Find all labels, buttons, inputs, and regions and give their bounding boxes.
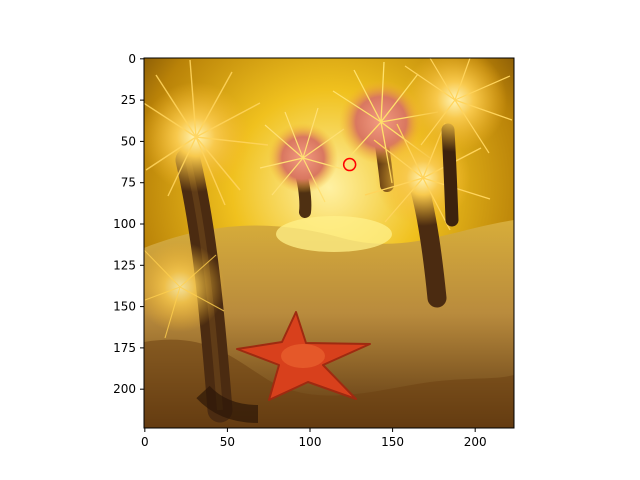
y-tick-label-175: 175 [113,341,136,355]
bright-sand-patch [276,216,392,252]
x-tick-label-150: 150 [381,435,404,449]
x-axis: 0 50 100 150 200 [141,428,487,449]
x-tick-label-200: 200 [464,435,487,449]
y-tick-label-50: 50 [121,134,136,148]
y-tick-label-150: 150 [113,300,136,314]
plot-area: 0 50 100 150 200 0 25 50 75 100 125 150 175 200 [113,52,515,449]
x-tick-label-50: 50 [220,435,235,449]
photo-image [144,58,514,428]
y-tick-label-75: 75 [121,176,136,190]
anemone-left-background [144,242,225,339]
starfish-highlight [281,344,325,368]
y-axis: 0 25 50 75 100 125 150 175 200 [113,52,144,396]
anemone-top-right [403,58,513,227]
y-tick-label-0: 0 [128,52,136,66]
red-circle-marker [342,157,357,172]
y-tick-label-200: 200 [113,382,136,396]
x-tick-label-100: 100 [299,435,322,449]
y-tick-label-25: 25 [121,93,136,107]
x-tick-label-0: 0 [141,435,149,449]
y-tick-label-100: 100 [113,217,136,231]
anemone-center-left [259,107,347,218]
axes-frame [143,57,515,429]
dark-stalk-shadow [196,385,259,423]
y-tick-label-125: 125 [113,258,136,272]
